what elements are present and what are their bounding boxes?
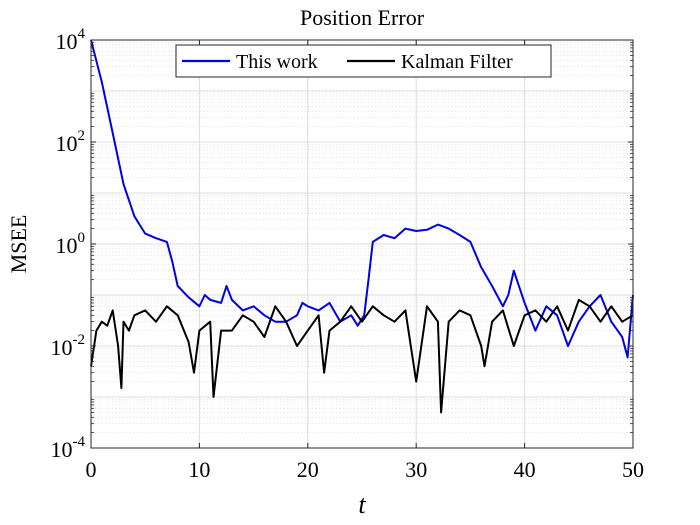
y-tick-exponent: -4 [73, 434, 86, 450]
series-layer [90, 39, 634, 414]
legend-label-this-work: This work [236, 51, 318, 73]
y-tick-label: 102 [56, 128, 86, 156]
x-tick-label: 0 [86, 457, 97, 482]
legend: This work Kalman Filter [175, 44, 552, 78]
x-axis-label: t [358, 490, 366, 519]
y-tick-base: 10 [56, 29, 78, 54]
x-tick-label: 30 [405, 457, 427, 482]
legend-label-kalman-filter: Kalman Filter [401, 51, 513, 73]
y-tick-label: 100 [56, 230, 86, 258]
x-tick-label: 10 [188, 457, 210, 482]
x-tick-label: 40 [514, 457, 536, 482]
y-tick-label: 104 [56, 26, 86, 54]
y-tick-exponent: 0 [78, 230, 86, 246]
y-tick-exponent: 2 [78, 128, 86, 144]
y-tick-base: 10 [56, 131, 78, 156]
series-line-kalman-filter [90, 298, 634, 414]
x-tick-label: 20 [297, 457, 319, 482]
y-tick-base: 10 [51, 335, 73, 360]
y-tick-label: 10-4 [51, 434, 86, 462]
y-axis-label: MSEE [6, 215, 31, 274]
y-tick-exponent: 4 [78, 26, 86, 42]
y-tick-base: 10 [56, 233, 78, 258]
x-tick-label: 50 [622, 457, 644, 482]
y-tick-base: 10 [51, 437, 73, 462]
y-tick-exponent: -2 [73, 332, 86, 348]
y-tick-label: 10-2 [51, 332, 86, 360]
chart-title: Position Error [300, 5, 425, 30]
series-line-this-work [90, 39, 634, 359]
